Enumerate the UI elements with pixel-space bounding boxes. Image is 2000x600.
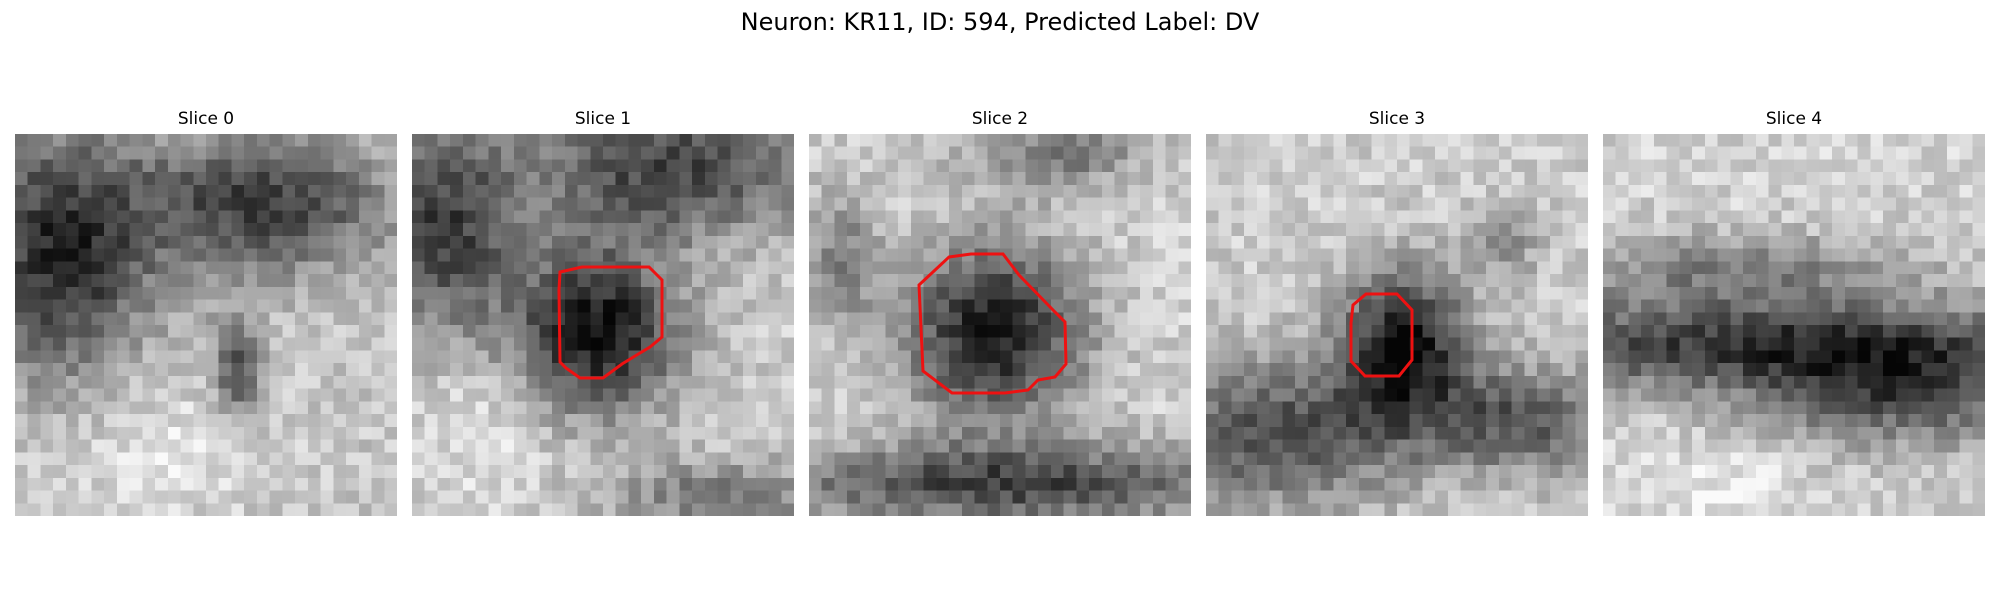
slice-panel-3: Slice 3 [1206, 108, 1588, 516]
slice-panel-2: Slice 2 [809, 108, 1191, 516]
slice-panel-4: Slice 4 [1603, 108, 1985, 516]
slice-image [1206, 134, 1588, 516]
slice-title: Slice 3 [1368, 109, 1426, 129]
cell-contour [1349, 292, 1414, 378]
slice-title: Slice 2 [971, 109, 1029, 129]
slice-panel-0: Slice 0 [15, 108, 397, 516]
slice-title: Slice 0 [177, 109, 235, 129]
figure-title: Neuron: KR11, ID: 594, Predicted Label: … [740, 8, 1260, 36]
cell-contour-overlay [917, 252, 1068, 395]
slice-image [1603, 134, 1985, 516]
slice-title: Slice 1 [574, 109, 632, 129]
cell-contour [557, 265, 664, 380]
cell-contour-overlay [557, 265, 664, 380]
slice-image [412, 134, 794, 516]
cell-contour [917, 252, 1068, 395]
slice-panel-1: Slice 1 [412, 108, 794, 516]
slice-title: Slice 4 [1765, 109, 1823, 129]
slice-image [809, 134, 1191, 516]
cell-contour-overlay [1349, 292, 1414, 378]
slice-image [15, 134, 397, 516]
